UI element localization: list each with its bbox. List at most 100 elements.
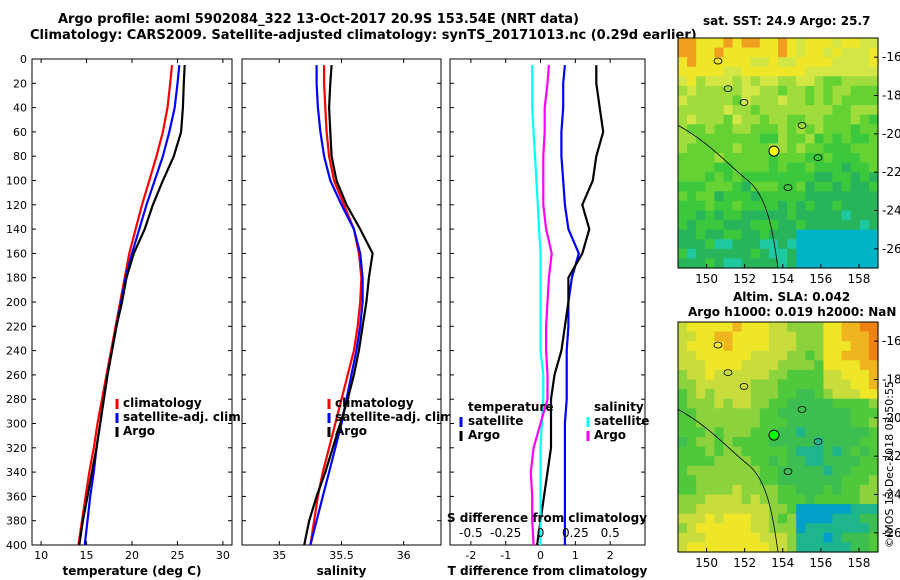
map-cell [823,504,834,515]
map-cell [814,143,825,154]
map-cell [868,523,879,534]
map-cell [768,379,779,390]
map-cell [787,57,797,68]
map-cell [759,66,770,77]
map-cell [850,532,861,543]
map-cell [750,85,761,97]
map-cell [805,341,815,352]
map-cell [687,191,697,202]
map-cell [823,350,834,361]
map-cell [805,417,815,428]
title-line-1: Argo profile: aoml 5902084_322 13-Oct-20… [58,12,579,27]
map-cell [787,210,797,221]
map-cell [832,532,843,543]
map-cell [768,417,779,428]
map-cell [850,398,861,409]
map-cell [823,114,834,125]
map-cell [796,172,806,183]
map-cell [750,248,761,259]
map-cell [805,181,815,192]
map-cell [796,542,806,553]
map-cell [814,38,825,49]
map-cell [832,181,843,192]
map-cell [778,322,788,333]
map-cell [750,437,761,448]
map-cell [687,258,697,269]
map-cell [759,494,770,505]
y-tick-label: -22 [882,165,900,179]
map-cell [723,398,734,409]
map-cell [768,504,779,515]
map-cell [768,181,779,192]
map-cell [768,210,779,221]
y-tick-label: 340 [6,466,27,479]
map-cell [687,341,697,352]
map-cell [859,248,870,259]
map-cell [705,456,715,467]
map-cell [696,38,706,49]
map-cell [832,417,843,428]
map-cell [723,191,734,202]
map-frame [677,37,879,269]
map-cell [868,389,879,400]
map-cell [814,133,825,144]
map-cell [805,143,815,154]
x-tick-label: 10 [34,549,48,562]
map-cell [868,456,879,467]
map-cell [805,360,815,371]
map-cell [841,38,852,49]
map-cell [759,369,770,381]
map-cell [759,331,770,342]
map-cell [850,408,861,419]
map-cell [768,322,779,333]
map-cell [868,172,879,183]
map-cell [723,379,734,390]
map-cell [696,350,706,361]
map-cell [705,153,715,164]
map-cell [750,398,761,409]
map-cell [732,105,743,116]
map-cell [832,427,843,438]
map-cell [687,427,697,438]
map-cell [678,350,688,361]
map-cell [850,105,861,116]
map-cell [841,85,852,97]
map-cell [823,322,834,333]
map-cell [678,105,688,116]
map-cell [678,191,688,202]
map-cell [796,47,806,58]
map-cell [714,408,725,419]
map-cell [768,248,779,259]
map-cell [732,389,743,400]
map-cell [696,66,706,77]
y-tick-label: 220 [6,320,27,333]
map-cell [832,248,843,259]
map-cell [805,105,815,116]
map-cell [750,523,761,534]
map-cell [778,248,788,259]
map-cell [823,239,834,250]
map-cell [768,446,779,457]
map-cell [778,360,788,371]
map-cell [805,258,815,269]
map-cell [841,389,852,400]
map-cell [859,446,870,457]
reef-outline [713,341,723,349]
map-cell [723,57,734,68]
map-cell [723,513,734,524]
map-cell [841,191,852,202]
map-cell [832,350,843,361]
map-cell [787,350,797,361]
map-cell [841,341,852,352]
map-cell [714,542,725,553]
map-cell [868,95,879,106]
map-cell [687,220,697,231]
map-cell [714,76,725,87]
map-cell [814,124,825,135]
map-cell [696,181,706,192]
map-cell [705,200,715,212]
map-cell [732,379,743,390]
map-cell [805,389,815,400]
map-cell [823,465,834,476]
map-cell [823,494,834,505]
